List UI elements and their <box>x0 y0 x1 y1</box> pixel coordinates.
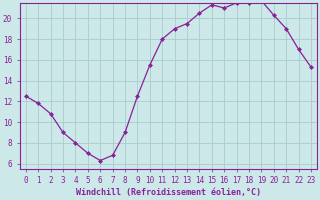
X-axis label: Windchill (Refroidissement éolien,°C): Windchill (Refroidissement éolien,°C) <box>76 188 261 197</box>
